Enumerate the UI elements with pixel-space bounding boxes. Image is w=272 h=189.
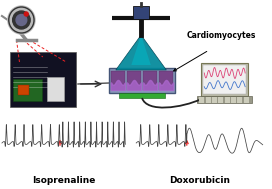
FancyBboxPatch shape [199,101,204,102]
FancyBboxPatch shape [10,52,76,107]
FancyBboxPatch shape [206,99,211,101]
FancyBboxPatch shape [206,97,211,98]
FancyBboxPatch shape [218,97,223,98]
FancyBboxPatch shape [13,79,42,101]
FancyBboxPatch shape [218,99,223,101]
FancyBboxPatch shape [225,101,230,102]
FancyBboxPatch shape [119,93,165,98]
Circle shape [16,15,27,26]
FancyBboxPatch shape [199,97,204,98]
FancyBboxPatch shape [218,101,223,102]
FancyBboxPatch shape [244,101,249,102]
Text: Isoprenaline: Isoprenaline [32,176,95,185]
FancyBboxPatch shape [111,71,125,90]
Text: Doxorubicin: Doxorubicin [169,176,230,185]
FancyBboxPatch shape [143,71,157,90]
FancyBboxPatch shape [212,97,217,98]
FancyBboxPatch shape [237,101,242,102]
FancyBboxPatch shape [203,65,246,94]
FancyBboxPatch shape [127,71,141,90]
FancyBboxPatch shape [244,97,249,98]
Circle shape [24,12,28,16]
FancyBboxPatch shape [201,63,248,96]
FancyBboxPatch shape [231,97,236,98]
Polygon shape [131,35,151,65]
Polygon shape [116,35,166,70]
FancyBboxPatch shape [17,85,29,95]
FancyBboxPatch shape [225,97,230,98]
FancyBboxPatch shape [47,77,64,101]
FancyBboxPatch shape [159,71,173,90]
FancyBboxPatch shape [231,101,236,102]
FancyBboxPatch shape [197,96,252,103]
FancyBboxPatch shape [231,99,236,101]
Circle shape [8,6,35,34]
FancyBboxPatch shape [199,99,204,101]
FancyBboxPatch shape [109,68,175,93]
FancyBboxPatch shape [237,97,242,98]
FancyBboxPatch shape [244,99,249,101]
FancyBboxPatch shape [212,101,217,102]
Text: Cardiomyocytes: Cardiomyocytes [187,30,256,40]
FancyBboxPatch shape [237,99,242,101]
Circle shape [13,11,30,29]
FancyBboxPatch shape [133,6,149,19]
FancyBboxPatch shape [206,101,211,102]
FancyBboxPatch shape [212,99,217,101]
FancyBboxPatch shape [225,99,230,101]
